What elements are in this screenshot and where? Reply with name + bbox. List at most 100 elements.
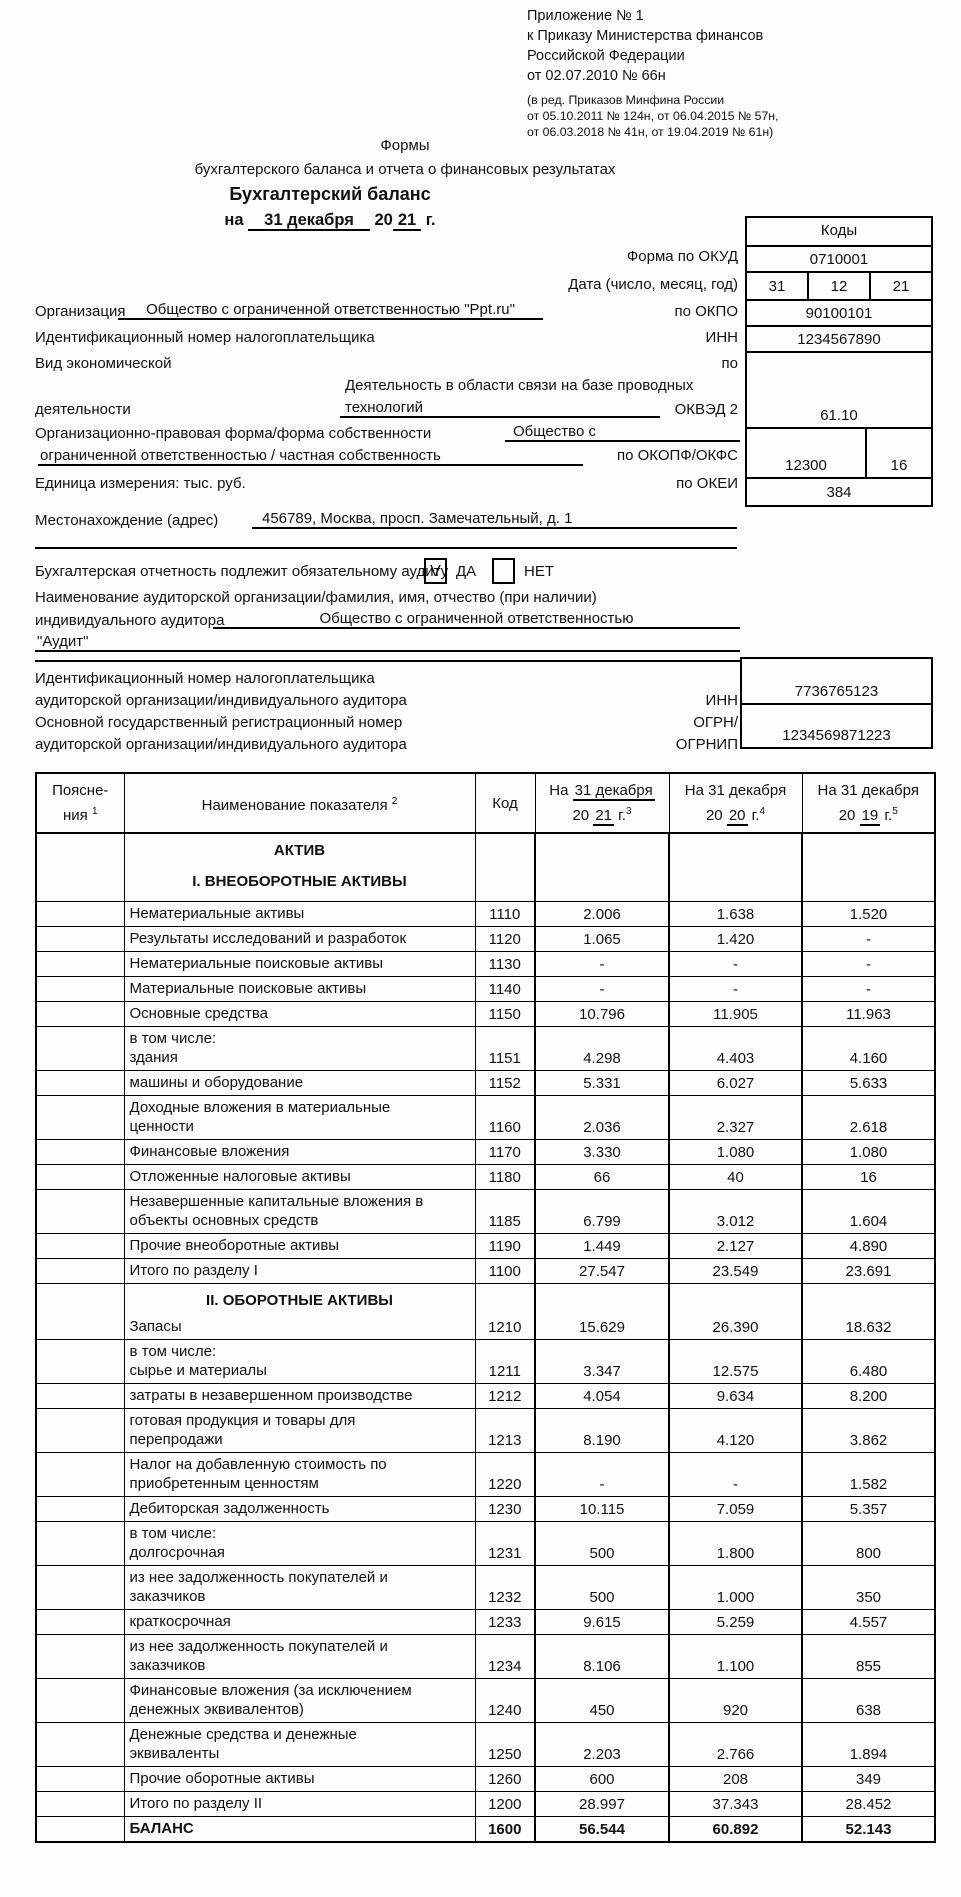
value-cell: 28.997 — [534, 1791, 670, 1817]
auditor-name-value-2: "Аудит" — [35, 633, 740, 652]
ogrn-tag-1: ОГРН/ — [693, 714, 738, 731]
auditor-inn-value-cell: 7736765123 — [794, 683, 879, 700]
value-cell: 1.080 — [801, 1139, 936, 1165]
value-cell: 10.796 — [534, 1001, 670, 1027]
value-cell: 4.557 — [801, 1609, 936, 1635]
audit-statement: Бухгалтерская отчетность подлежит обязат… — [35, 563, 449, 580]
value-cell: 500 — [534, 1521, 670, 1566]
table-row: Итого по разделу II 1200 28.997 37.343 28.45… — [35, 1791, 936, 1817]
table-row: Прочие внеоборотные активы 1190 1.449 2.127… — [35, 1233, 936, 1259]
notes-cell — [35, 1609, 125, 1635]
indicator-name-cell: Незавершенные капитальные вложения в объе… — [123, 1189, 476, 1234]
value-cell: 2.766 — [668, 1722, 803, 1767]
okfs-value-cell: 16 — [865, 429, 931, 477]
code-cell: 1250 — [474, 1722, 536, 1767]
table-row: машины и оборудование 1152 5.331 6.027 5.633 — [35, 1070, 936, 1096]
value-cell: 1.894 — [801, 1722, 936, 1767]
indicator-name-cell: готовая продукция и товары для перепродаж… — [123, 1408, 476, 1453]
edition-block: (в ред. Приказов Минфина России от 05.10… — [527, 92, 779, 140]
value-cell: 1.582 — [801, 1452, 936, 1497]
code-cell: 1230 — [474, 1496, 536, 1522]
okud-value-cell: 0710001 — [747, 245, 931, 271]
notes-cell — [35, 1496, 125, 1522]
value-cell: 9.615 — [534, 1609, 670, 1635]
indicator-name-line: Дебиторская задолженность — [129, 1500, 330, 1517]
value-cell: 26.390 — [668, 1283, 803, 1340]
value-cell: 600 — [534, 1766, 670, 1792]
notes-cell — [35, 1565, 125, 1610]
indicator-name-line: Налог на добавленную стоимость по — [129, 1456, 387, 1473]
code-cell: 1213 — [474, 1408, 536, 1453]
indicator-name-line: Незавершенные капитальные вложения в — [129, 1193, 424, 1210]
indicator-name-line: затраты в незавершенном производстве — [129, 1387, 413, 1404]
okpo-value-cell: 90100101 — [747, 299, 931, 325]
table-row: в том числе: здания 1151 4.298 4.403 4.160 — [35, 1026, 936, 1071]
indicator-name-cell: Основные средства — [123, 1001, 476, 1027]
inn-value-cell: 1234567890 — [747, 325, 931, 351]
value-cell: 4.403 — [668, 1026, 803, 1071]
balance-table-head: Поясне-ния 1 Наименование показателя 2 Код… — [35, 772, 936, 834]
table-row: готовая продукция и товары для перепродаж… — [35, 1408, 936, 1453]
notes-cell — [35, 976, 125, 1002]
notes-cell — [35, 1722, 125, 1767]
indicator-name-line: Финансовые вложения — [129, 1143, 290, 1160]
value-cell: 500 — [534, 1565, 670, 1610]
value-cell: 27.547 — [534, 1258, 670, 1284]
value-cell: 52.143 — [801, 1816, 936, 1843]
section-title: II. ОБОРОТНЫЕ АКТИВЫ — [206, 1292, 393, 1309]
value-cell: 1.638 — [668, 901, 803, 927]
table-row: в том числе: долгосрочная 1231 500 1.800 800 — [35, 1521, 936, 1566]
indicator-name-line: Прочие внеоборотные активы — [129, 1237, 340, 1254]
indicator-name-cell: БАЛАНС — [123, 1816, 476, 1843]
value-cell: 3.862 — [801, 1408, 936, 1453]
footnote-sup: 5 — [892, 806, 898, 817]
value-cell: 23.549 — [668, 1258, 803, 1284]
indicator-name-line: сырье и материалы — [129, 1362, 267, 1379]
date-cells: 31 12 21 — [747, 271, 931, 299]
activity-label-2: деятельности — [35, 401, 131, 418]
value-cell: 350 — [801, 1565, 936, 1610]
section-divider — [35, 547, 737, 549]
indicator-name-cell: Денежные средства и денежные эквиваленты — [123, 1722, 476, 1767]
indicator-name-cell: в том числе: сырье и материалы — [123, 1339, 476, 1384]
value-cell — [668, 832, 803, 902]
indicator-name-cell: из нее задолженность покупателей и заказч… — [123, 1565, 476, 1610]
footnote-sup: 2 — [391, 795, 398, 807]
indicator-name-line: в том числе: — [129, 1030, 217, 1047]
value-cell: 3.347 — [534, 1339, 670, 1384]
appendix-block: Приложение № 1 к Приказу Министерства фи… — [527, 6, 763, 86]
value-cell: - — [534, 976, 670, 1002]
value-cell: 1.604 — [801, 1189, 936, 1234]
okved-label: ОКВЭД 2 — [674, 401, 738, 418]
notes-cell — [35, 1383, 125, 1409]
value-cell: - — [534, 951, 670, 977]
value-cell: 2.327 — [668, 1095, 803, 1140]
value-cell: - — [668, 951, 803, 977]
notes-cell — [35, 1283, 125, 1340]
code-cell — [474, 832, 536, 902]
date-header-line: На 31 декабря — [817, 782, 919, 799]
activity-label-1: Вид экономической — [35, 355, 172, 372]
value-cell: 1.420 — [668, 926, 803, 952]
value-cell: 2.127 — [668, 1233, 803, 1259]
value-cell: 37.343 — [668, 1791, 803, 1817]
indicator-name-line: приобретенным ценностям — [129, 1475, 319, 1492]
value-cell: 208 — [668, 1766, 803, 1792]
notes-cell — [35, 1026, 125, 1071]
notes-cell — [35, 1139, 125, 1165]
notes-cell — [35, 951, 125, 977]
date-header-line: 20 20 г.4 — [705, 806, 766, 826]
date-header-day: 31 декабря — [572, 782, 655, 801]
value-cell: 5.357 — [801, 1496, 936, 1522]
inn-label: ИНН — [705, 329, 738, 346]
notes-cell — [35, 1189, 125, 1234]
audit-yes-label: ДА — [456, 563, 477, 580]
ogrn-value-cell: 1234569871223 — [742, 703, 931, 747]
table-row: из нее задолженность покупателей и заказч… — [35, 1634, 936, 1679]
indicator-name-cell: Нематериальные поисковые активы — [123, 951, 476, 977]
indicator-name-line: Результаты исследований и разработок — [129, 930, 407, 947]
col-header-notes: Поясне-ния 1 — [35, 772, 125, 834]
date-header-day: 31 декабря — [840, 782, 919, 799]
table-row: Отложенные налоговые активы 1180 66 40 16 — [35, 1164, 936, 1190]
code-cell: 1220 — [474, 1452, 536, 1497]
